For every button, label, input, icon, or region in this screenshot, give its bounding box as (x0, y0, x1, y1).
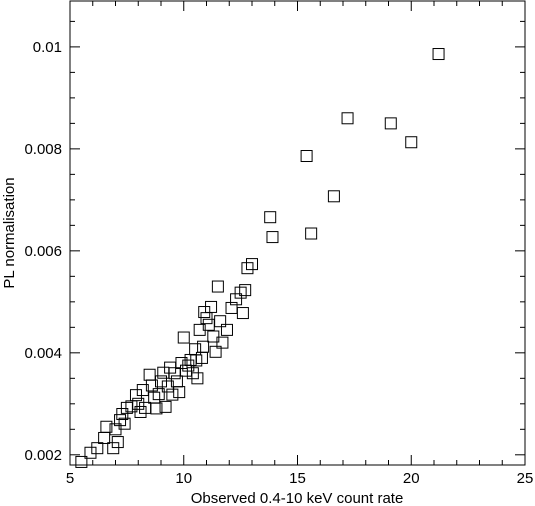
data-point (150, 402, 163, 415)
data-point (136, 384, 149, 397)
data-point (241, 262, 254, 275)
data-point (75, 455, 88, 468)
x-tick-label: 10 (175, 470, 192, 487)
data-point (145, 379, 158, 392)
data-point (118, 417, 131, 430)
data-point (384, 117, 397, 130)
x-tick-label: 25 (517, 470, 534, 487)
data-point (166, 388, 179, 401)
data-point (132, 397, 145, 410)
data-point (225, 301, 238, 314)
data-point (177, 331, 190, 344)
data-point (305, 227, 318, 240)
data-point (234, 286, 247, 299)
data-point (159, 400, 172, 413)
data-point (173, 386, 186, 399)
data-point (205, 300, 218, 313)
data-point (236, 307, 249, 320)
data-point (111, 436, 124, 449)
y-tick-label: 0.01 (33, 39, 62, 56)
data-point (175, 357, 188, 370)
data-point (216, 336, 229, 349)
data-point (148, 391, 161, 404)
y-axis-label: PL normalisation (1, 177, 18, 288)
x-tick-label: 20 (403, 470, 420, 487)
data-point (211, 280, 224, 293)
data-point (116, 408, 129, 421)
data-point (214, 315, 227, 328)
data-point (300, 150, 313, 163)
x-axis-label: Observed 0.4-10 keV count rate (191, 490, 404, 506)
data-point (84, 446, 97, 459)
data-point (98, 431, 111, 444)
data-point (220, 323, 233, 336)
data-point (152, 388, 165, 401)
x-tick-label: 5 (66, 470, 74, 487)
data-point (230, 293, 243, 306)
data-point (100, 420, 113, 433)
data-point (327, 190, 340, 203)
data-point (191, 372, 204, 385)
data-point (200, 312, 213, 325)
data-point (139, 401, 152, 414)
data-point (246, 258, 258, 271)
data-point (143, 368, 156, 381)
data-point (114, 414, 127, 427)
x-tick-label: 15 (289, 470, 306, 487)
data-point (107, 442, 120, 455)
y-tick-label: 0.008 (24, 141, 62, 158)
data-point (239, 284, 252, 297)
data-point (189, 343, 202, 356)
y-axis-ticks: 0.002 0.004 0.006 0.008 0.01 (24, 20, 525, 464)
data-points (75, 48, 445, 468)
data-point (91, 442, 104, 455)
data-point (341, 112, 354, 125)
x-axis-ticks: 5 10 15 20 25 (66, 1, 534, 487)
data-point (134, 405, 147, 418)
data-point (209, 345, 222, 358)
data-point (207, 330, 220, 343)
y-tick-label: 0.006 (24, 243, 62, 260)
data-point (405, 136, 418, 149)
data-point (432, 48, 445, 61)
y-tick-label: 0.002 (24, 447, 62, 464)
data-point (266, 231, 279, 244)
data-point (197, 340, 210, 353)
y-tick-label: 0.004 (24, 345, 62, 362)
data-point (264, 211, 277, 224)
